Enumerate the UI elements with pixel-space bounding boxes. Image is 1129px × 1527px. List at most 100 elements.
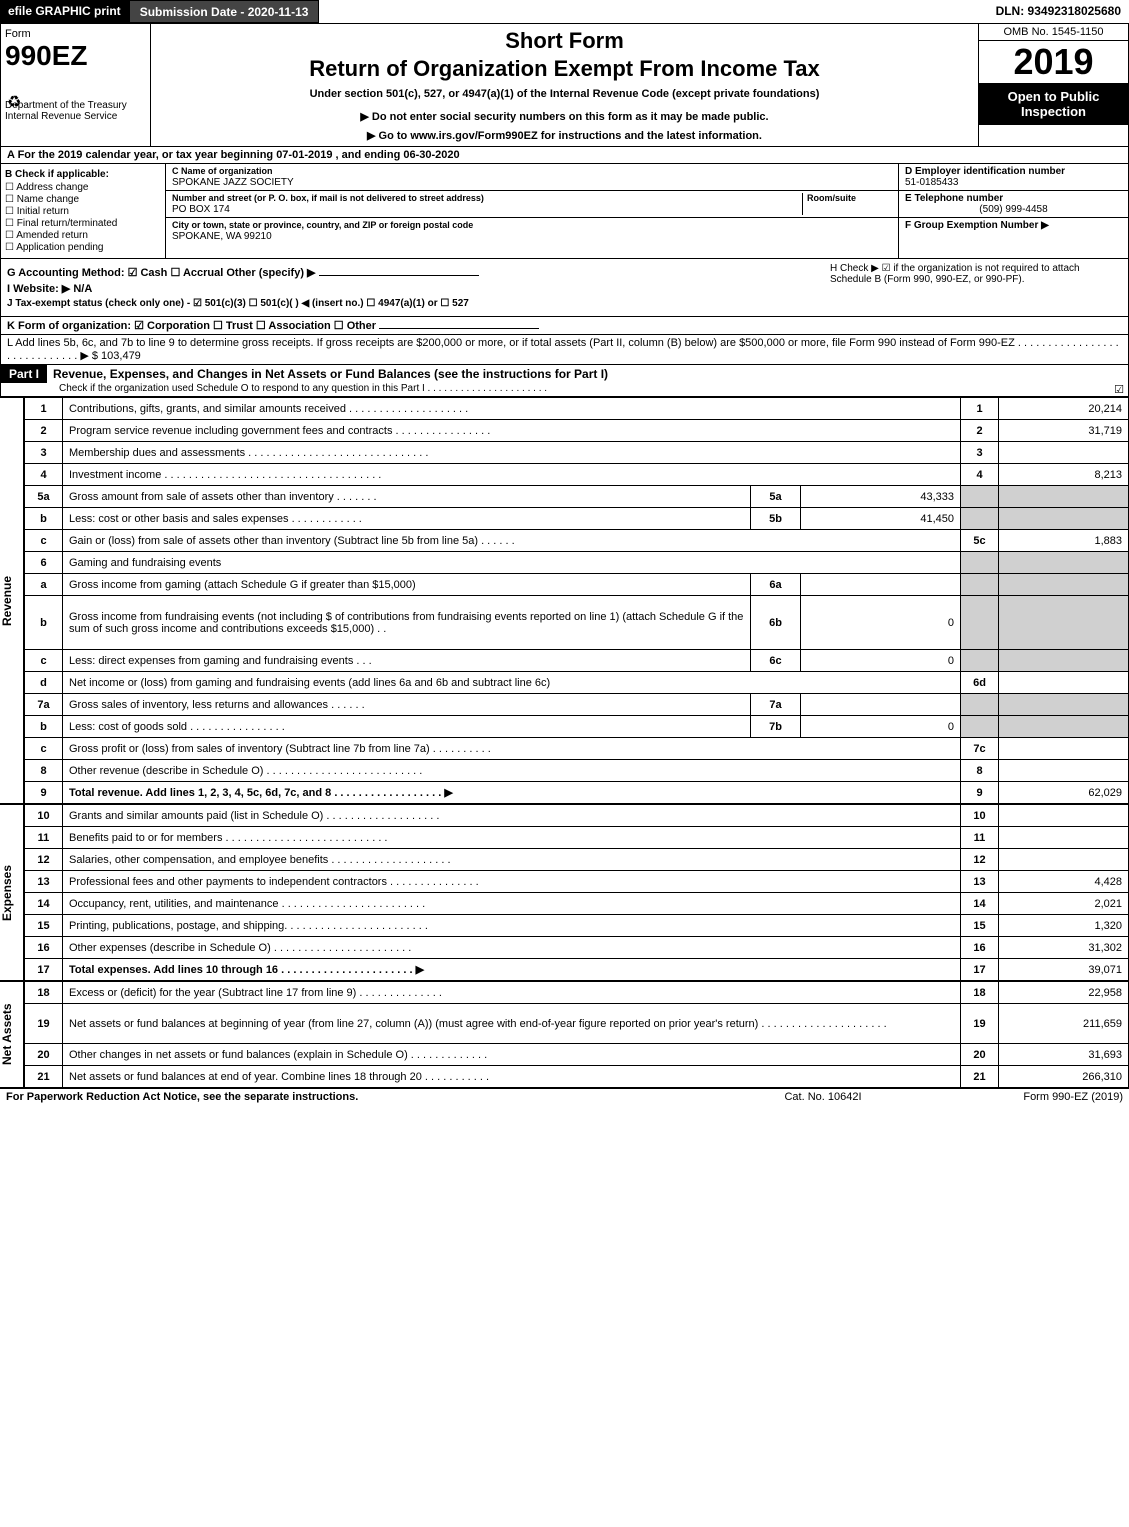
chk-address-change[interactable]: ☐ Address change [5, 182, 161, 193]
line-num: 15 [25, 915, 63, 937]
line-desc: Less: cost or other basis and sales expe… [63, 508, 751, 530]
line-num: 11 [25, 827, 63, 849]
chk-final-return[interactable]: ☐ Final return/terminated [5, 218, 161, 229]
shaded-cell [961, 552, 999, 574]
efile-graphic-print[interactable]: efile GRAPHIC print [0, 0, 129, 23]
line-desc: Net income or (loss) from gaming and fun… [63, 672, 961, 694]
line-num: c [25, 738, 63, 760]
e-phone-cell: E Telephone number (509) 999-4458 [899, 191, 1128, 218]
city-value: SPOKANE, WA 99210 [172, 231, 272, 242]
line-k-text: K Form of organization: ☑ Corporation ☐ … [7, 320, 376, 332]
submission-date-pill: Submission Date - 2020-11-13 [129, 0, 320, 23]
line-box: 13 [961, 871, 999, 893]
line-num: c [25, 650, 63, 672]
part-i-header-row: Part I Revenue, Expenses, and Changes in… [0, 365, 1129, 397]
subline-value [801, 694, 961, 716]
line-box: 3 [961, 442, 999, 464]
line-value [999, 827, 1129, 849]
cat-no: Cat. No. 10642I [723, 1091, 923, 1103]
line-desc: Gain or (loss) from sale of assets other… [63, 530, 961, 552]
line-value: 31,693 [999, 1044, 1129, 1066]
line-value: 20,214 [999, 398, 1129, 420]
form-header: Form 990EZ ♻ Department of the Treasury … [0, 24, 1129, 147]
line-h-schedule-b: H Check ▶ ☑ if the organization is not r… [830, 263, 1122, 285]
shaded-cell [961, 596, 999, 650]
b-check-label: B Check if applicable: [5, 169, 161, 180]
header-right: OMB No. 1545-1150 2019 Open to Public In… [978, 24, 1128, 146]
shaded-cell [961, 650, 999, 672]
line-desc: Gross amount from sale of assets other t… [63, 486, 751, 508]
f-group-label: F Group Exemption Number ▶ [905, 220, 1049, 231]
subline-box: 5b [751, 508, 801, 530]
paperwork-notice: For Paperwork Reduction Act Notice, see … [6, 1091, 723, 1103]
shaded-cell [999, 650, 1129, 672]
line-g-text: G Accounting Method: ☑ Cash ☐ Accrual Ot… [7, 267, 316, 279]
line-box: 19 [961, 1004, 999, 1044]
short-form-title: Short Form [155, 28, 974, 54]
e-phone-label: E Telephone number [905, 193, 1003, 204]
chk-name-change[interactable]: ☐ Name change [5, 194, 161, 205]
omb-number: OMB No. 1545-1150 [979, 24, 1128, 41]
c-name-label: C Name of organization [172, 166, 273, 176]
line-box: 5c [961, 530, 999, 552]
line-num: a [25, 574, 63, 596]
line-value: 211,659 [999, 1004, 1129, 1044]
line-desc: Total revenue. Add lines 1, 2, 3, 4, 5c,… [63, 782, 961, 804]
header-left: Form 990EZ ♻ Department of the Treasury … [1, 24, 151, 146]
d-ein-value: 51-0185433 [905, 177, 958, 188]
line-value: 1,320 [999, 915, 1129, 937]
line-num: 13 [25, 871, 63, 893]
line-box: 9 [961, 782, 999, 804]
line-num: 5a [25, 486, 63, 508]
chk-initial-return[interactable]: ☐ Initial return [5, 206, 161, 217]
line-desc: Net assets or fund balances at end of ye… [63, 1066, 961, 1088]
city-label: City or town, state or province, country… [172, 220, 473, 230]
shaded-cell [961, 508, 999, 530]
line-num: 2 [25, 420, 63, 442]
chk-amended-return[interactable]: ☐ Amended return [5, 230, 161, 241]
line-num: c [25, 530, 63, 552]
line-desc: Grants and similar amounts paid (list in… [63, 805, 961, 827]
page-footer: For Paperwork Reduction Act Notice, see … [0, 1088, 1129, 1105]
part-i-badge: Part I [1, 365, 47, 383]
line-j-tax-exempt: J Tax-exempt status (check only one) - ☑… [7, 298, 822, 309]
shaded-cell [999, 574, 1129, 596]
line-desc: Gross profit or (loss) from sales of inv… [63, 738, 961, 760]
line-box: 20 [961, 1044, 999, 1066]
line-value: 1,883 [999, 530, 1129, 552]
shaded-cell [999, 694, 1129, 716]
line-num: 1 [25, 398, 63, 420]
part-i-schedule-o-checkbox[interactable]: ☑ [1110, 383, 1128, 396]
line-num: 9 [25, 782, 63, 804]
line-num: b [25, 596, 63, 650]
chk-application-pending[interactable]: ☐ Application pending [5, 242, 161, 253]
line-value: 62,029 [999, 782, 1129, 804]
line-desc: Printing, publications, postage, and shi… [63, 915, 961, 937]
form-number: 990EZ [5, 40, 146, 72]
part-i-title-row: Part I Revenue, Expenses, and Changes in… [1, 365, 1128, 383]
line-box: 6d [961, 672, 999, 694]
line-value [999, 760, 1129, 782]
line-value: 4,428 [999, 871, 1129, 893]
f-group-cell: F Group Exemption Number ▶ [899, 218, 1128, 233]
line-g-blank[interactable] [319, 275, 479, 276]
shaded-cell [999, 552, 1129, 574]
dept-treasury: Department of the Treasury [5, 100, 146, 111]
city-cell: City or town, state or province, country… [166, 218, 898, 244]
line-k-blank[interactable] [379, 328, 539, 329]
expenses-section: Expenses 10Grants and similar amounts pa… [0, 804, 1129, 981]
expenses-table: 10Grants and similar amounts paid (list … [24, 804, 1129, 981]
revenue-section: Revenue 1Contributions, gifts, grants, a… [0, 397, 1129, 804]
line-box: 21 [961, 1066, 999, 1088]
instructions-link[interactable]: ▶ Go to www.irs.gov/Form990EZ for instru… [155, 129, 974, 142]
subline-box: 7a [751, 694, 801, 716]
org-name: SPOKANE JAZZ SOCIETY [172, 177, 294, 188]
netassets-table: 18Excess or (deficit) for the year (Subt… [24, 981, 1129, 1088]
line-num: 19 [25, 1004, 63, 1044]
line-value [999, 672, 1129, 694]
line-num: 8 [25, 760, 63, 782]
line-i-website: I Website: ▶ N/A [7, 282, 822, 295]
line-num: 18 [25, 982, 63, 1004]
e-phone-value: (509) 999-4458 [905, 204, 1122, 215]
top-bar: efile GRAPHIC print Submission Date - 20… [0, 0, 1129, 24]
